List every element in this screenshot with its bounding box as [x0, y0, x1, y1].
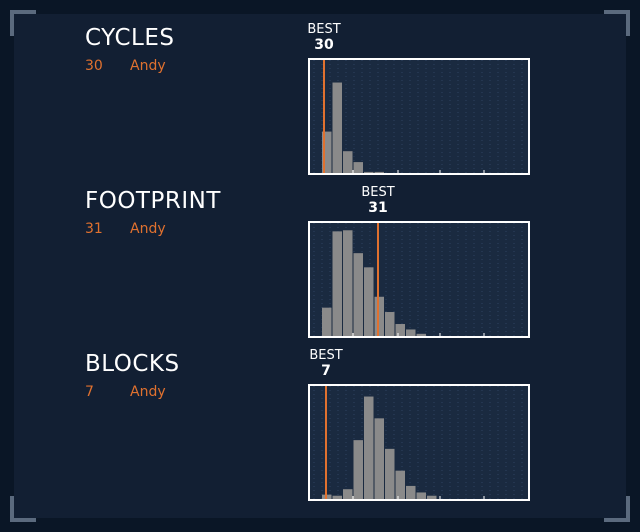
histogram-svg — [308, 58, 530, 175]
footprint-section: FOOTPRINT 31 Andy BEST 31 — [0, 185, 640, 348]
histogram-bar — [374, 296, 384, 336]
histogram-bar — [332, 82, 342, 173]
histogram-bar — [427, 495, 437, 499]
cycles-histogram — [308, 58, 530, 175]
footprint-histogram — [308, 221, 530, 338]
blocks-section: BLOCKS 7 Andy BEST 7 — [0, 348, 640, 511]
blocks-player: Andy — [130, 384, 166, 400]
blocks-title: BLOCKS — [85, 351, 180, 377]
chart-border — [308, 221, 530, 338]
histogram-bar — [343, 151, 353, 173]
histogram-bar — [343, 230, 353, 336]
histogram-bar — [353, 440, 363, 499]
histogram-bar — [406, 329, 416, 336]
histogram-bar — [353, 162, 363, 173]
footprint-score: 31 — [85, 221, 103, 237]
histogram-bar — [343, 489, 353, 499]
histogram-bar — [374, 171, 384, 173]
cycles-score: 30 — [85, 58, 103, 74]
histogram-bar — [332, 231, 342, 336]
histogram-bar — [364, 267, 374, 336]
plot-background — [310, 60, 528, 173]
plot-background — [310, 223, 528, 336]
chart-border — [308, 58, 530, 175]
chart-border — [308, 384, 530, 501]
blocks-histogram — [308, 384, 530, 501]
footprint-player: Andy — [130, 221, 166, 237]
histogram-bar — [395, 470, 405, 499]
corner-bracket-top-left — [10, 10, 36, 36]
histogram-bar — [395, 324, 405, 336]
cycles-title: CYCLES — [85, 25, 175, 51]
histogram-bar — [385, 312, 395, 336]
footprint-best-label: BEST — [361, 185, 395, 200]
histogram-bar — [353, 253, 363, 336]
cycles-section: CYCLES 30 Andy BEST 30 — [0, 22, 640, 185]
cycles-best-label: BEST — [307, 22, 341, 37]
footprint-title: FOOTPRINT — [85, 188, 221, 214]
histogram-bar — [406, 485, 416, 499]
blocks-best-label: BEST — [309, 348, 343, 363]
histogram-svg — [308, 384, 530, 501]
blocks-best-value: 7 — [321, 363, 331, 379]
histogram-svg — [308, 221, 530, 338]
plot-background — [310, 386, 528, 499]
histogram-bar — [374, 418, 384, 499]
histogram-bar — [322, 131, 332, 173]
cycles-best-value: 30 — [314, 37, 334, 53]
footprint-best-value: 31 — [368, 200, 388, 216]
histogram-bar — [322, 307, 332, 336]
cycles-player: Andy — [130, 58, 166, 74]
histogram-bar — [416, 333, 426, 336]
corner-bracket-bottom-right — [604, 496, 630, 522]
histogram-bar — [385, 448, 395, 499]
corner-bracket-bottom-left — [10, 496, 36, 522]
histogram-bar — [332, 495, 342, 499]
blocks-score: 7 — [85, 384, 94, 400]
histogram-bar — [416, 492, 426, 499]
corner-bracket-top-right — [604, 10, 630, 36]
histogram-bar — [364, 171, 374, 173]
histogram-bar — [364, 396, 374, 499]
